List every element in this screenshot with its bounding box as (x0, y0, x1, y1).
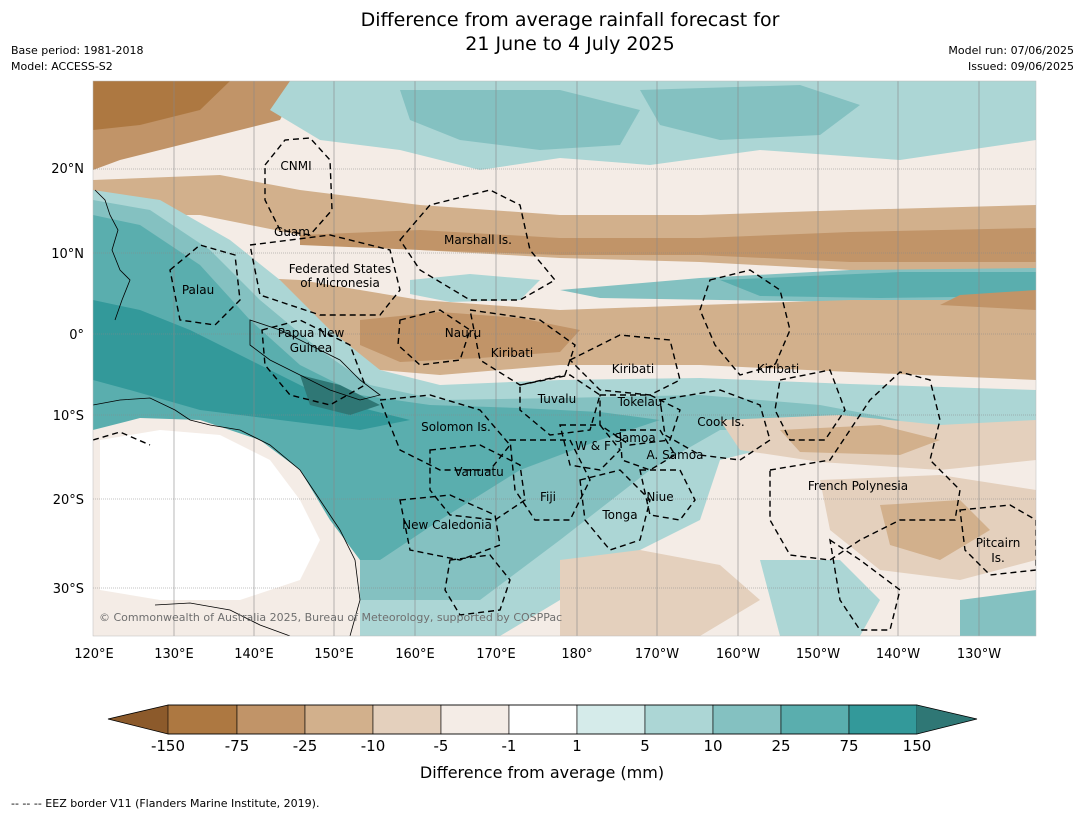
label-guam: Guam (274, 225, 310, 239)
label-tonga: Tonga (601, 508, 637, 522)
label-fiji: Fiji (540, 490, 556, 504)
place-labels: CNMI Guam Marshall Is. Federated States … (182, 159, 1020, 565)
colorbar-tick: -75 (225, 737, 250, 755)
colorbar-segment (372, 704, 442, 735)
colorbar-tick: 75 (839, 737, 858, 755)
lon-tick: 130°E (154, 647, 194, 662)
colorbar-tick: -5 (434, 737, 449, 755)
label-marshall: Marshall Is. (444, 233, 512, 247)
copyright-notice: © Commonwealth of Australia 2025, Bureau… (99, 611, 562, 624)
label-solomon: Solomon Is. (421, 420, 491, 434)
label-pitcairn-line2: Is. (991, 551, 1005, 565)
colorbar-outline (107, 704, 978, 735)
colorbar-upper-extend (917, 705, 977, 734)
base-period: Base period: 1981-2018 (11, 44, 144, 57)
label-american-samoa: A. Samoa (647, 448, 704, 462)
colorbar-segment (167, 704, 238, 735)
colorbar-tick: -10 (361, 737, 386, 755)
colorbar-tick: 5 (640, 737, 650, 755)
colorbar-segment (576, 704, 646, 735)
lon-tick: 140°W (876, 647, 920, 662)
colorbar-tick: -150 (151, 737, 185, 755)
issued-date: Issued: 09/06/2025 (967, 60, 1074, 73)
lon-tick: 120°E (74, 647, 114, 662)
colorbar-tick: 25 (771, 737, 790, 755)
label-nauru: Nauru (445, 326, 481, 340)
title-line-2: 21 June to 4 July 2025 (465, 33, 675, 55)
label-tuvalu: Tuvalu (537, 392, 577, 406)
colorbar-tick: 1 (572, 737, 582, 755)
longitude-ticks: 120°E 130°E 140°E 150°E 160°E 170°E 180°… (74, 647, 1001, 662)
colorbar-tick: -25 (293, 737, 318, 755)
colorbar-segment (304, 704, 374, 735)
label-fsm-line1: Federated States (289, 262, 391, 276)
title-line-1: Difference from average rainfall forecas… (360, 9, 780, 31)
lon-tick: 170°E (476, 647, 516, 662)
latitude-ticks: 20°N 10°N 0° 10°S 20°S 30°S (51, 162, 84, 597)
lon-tick: 150°W (796, 647, 840, 662)
lon-tick: 140°E (234, 647, 274, 662)
colorbar-segment (236, 704, 306, 735)
lat-tick: 20°N (51, 162, 84, 177)
coastlines (93, 189, 381, 636)
label-kiribati-central: Kiribati (612, 362, 654, 376)
label-png-line2: Guinea (290, 341, 333, 355)
colorbar-segment (508, 704, 578, 735)
label-cook: Cook Is. (697, 415, 744, 429)
colorbar-tick: 10 (703, 737, 722, 755)
colorbar-segment (712, 704, 782, 735)
lon-tick: 160°W (716, 647, 760, 662)
run-info: Model run: 07/06/2025 Issued: 09/06/2025 (948, 43, 1074, 75)
lon-tick: 150°E (314, 647, 354, 662)
lat-tick: 0° (69, 328, 84, 343)
base-info: Base period: 1981-2018 Model: ACCESS-S2 (11, 43, 143, 75)
lon-tick: 170°W (635, 647, 679, 662)
map-area: CNMI Guam Marshall Is. Federated States … (93, 81, 1036, 636)
label-niue: Niue (646, 490, 673, 504)
lat-tick: 10°S (53, 409, 84, 424)
colorbar-segment (848, 704, 918, 735)
lat-tick: 30°S (53, 582, 84, 597)
model-run-date: Model run: 07/06/2025 (948, 44, 1074, 57)
label-samoa: Samoa (614, 431, 655, 445)
colorbar-lower-extend (108, 705, 168, 734)
colorbar-segment (440, 704, 510, 735)
label-kiribati-east: Kiribati (757, 362, 799, 376)
label-cnmi: CNMI (280, 159, 311, 173)
label-fsm-line2: of Micronesia (300, 276, 380, 290)
label-vanuatu: Vanuatu (454, 465, 504, 479)
colorbar-title: Difference from average (mm) (420, 763, 664, 782)
grid-lines (93, 81, 1036, 636)
label-new-caledonia: New Caledonia (402, 518, 492, 532)
lon-tick: 160°E (395, 647, 435, 662)
label-palau: Palau (182, 283, 214, 297)
label-wallis-futuna: W & F (575, 439, 611, 453)
label-french-polynesia: French Polynesia (808, 479, 908, 493)
lat-tick: 20°S (53, 493, 84, 508)
rainfall-field (93, 81, 1036, 636)
colorbar: -150 -75 -25 -10 -5 -1 1 5 10 25 75 150 … (107, 704, 978, 782)
model-name: Model: ACCESS-S2 (11, 60, 113, 73)
label-kiribati-west: Kiribati (491, 346, 533, 360)
colorbar-tick: 150 (903, 737, 932, 755)
colorbar-segment (644, 704, 714, 735)
eez-borders (93, 137, 1036, 631)
label-png-line1: Papua New (278, 326, 345, 340)
eez-footnote: -- -- -- EEZ border V11 (Flanders Marine… (11, 797, 320, 810)
colorbar-tick: -1 (502, 737, 517, 755)
label-pitcairn-line1: Pitcairn (976, 536, 1021, 550)
lon-tick: 130°W (957, 647, 1001, 662)
lat-tick: 10°N (51, 247, 84, 262)
colorbar-segment (780, 704, 850, 735)
label-tokelau: Tokelau (617, 395, 663, 409)
lon-tick: 180° (561, 647, 592, 662)
map-frame (92, 80, 1037, 637)
map-title: Difference from average rainfall forecas… (0, 8, 1085, 56)
